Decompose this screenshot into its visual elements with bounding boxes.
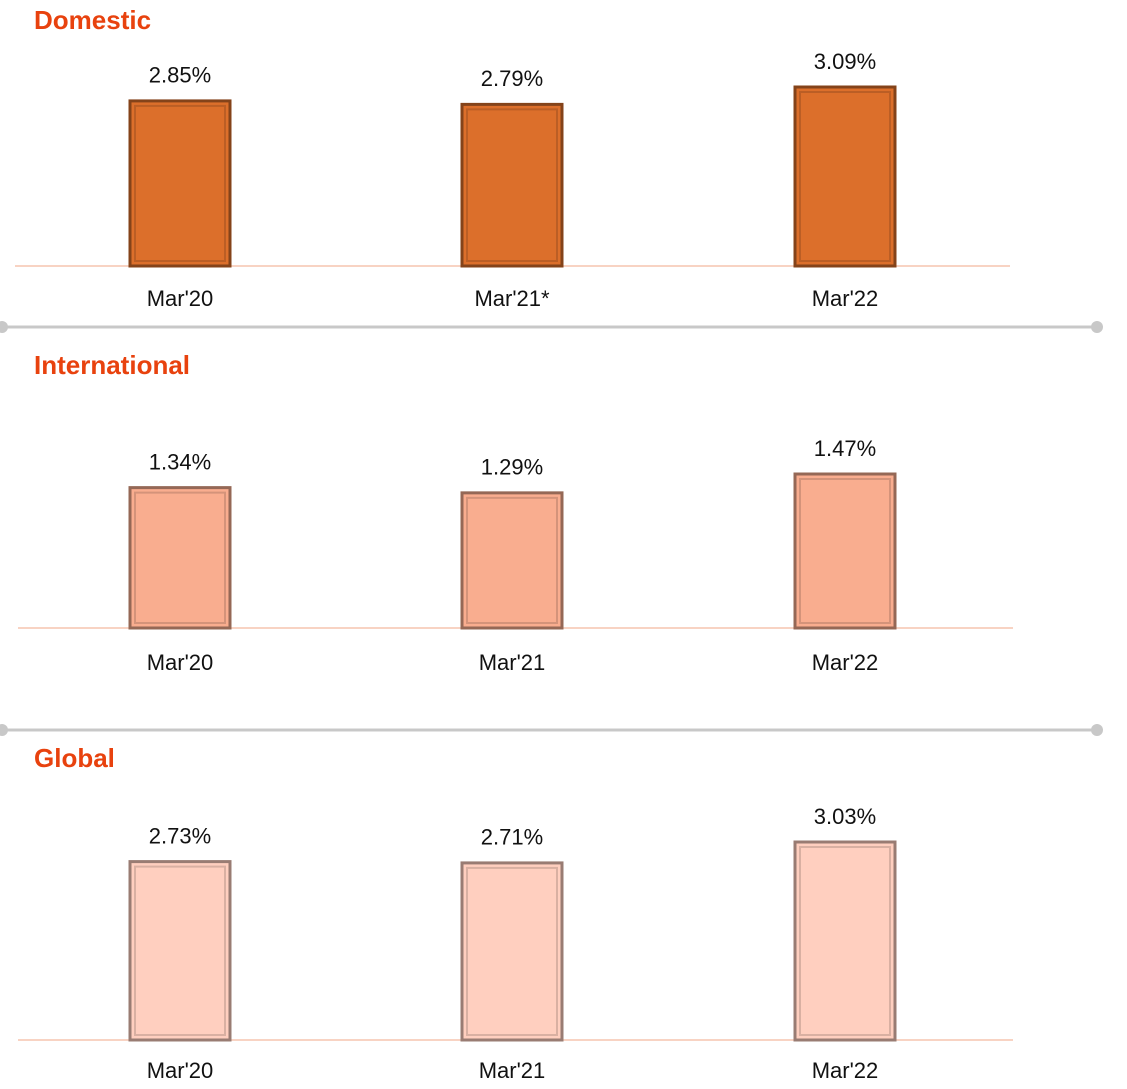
chart-title: Global: [34, 743, 115, 773]
bar: [460, 861, 564, 1042]
bar-bevel: [466, 108, 558, 262]
x-tick-label: Mar'22: [812, 1058, 879, 1083]
value-label: 3.09%: [814, 49, 876, 74]
x-tick-label: Mar'20: [147, 650, 214, 675]
value-label: 2.85%: [149, 63, 211, 88]
bar: [128, 486, 232, 630]
bar-bevel: [799, 478, 891, 624]
bar-bevel: [134, 865, 226, 1036]
bar-bevel: [134, 104, 226, 263]
bar-bevel: [466, 496, 558, 625]
bar: [128, 860, 232, 1042]
bar-bevel: [466, 866, 558, 1036]
bar-bevel: [134, 491, 226, 624]
value-label: 2.79%: [481, 66, 543, 91]
value-label: 2.73%: [149, 823, 211, 848]
bar: [460, 102, 564, 268]
bar: [460, 491, 564, 630]
x-tick-label: Mar'21: [479, 650, 546, 675]
separator: [0, 321, 1103, 333]
value-label: 2.71%: [481, 825, 543, 850]
chart-title: International: [34, 350, 190, 380]
bar: [128, 99, 232, 268]
bar: [793, 85, 897, 268]
x-tick-label: Mar'22: [812, 650, 879, 675]
x-tick-label: Mar'21: [479, 1058, 546, 1083]
separator: [0, 724, 1103, 736]
x-tick-label: Mar'20: [147, 1058, 214, 1083]
bar-bevel: [799, 846, 891, 1036]
bar: [793, 472, 897, 630]
bar-bevel: [799, 91, 891, 262]
value-label: 1.29%: [481, 455, 543, 480]
value-label: 1.34%: [149, 449, 211, 474]
x-tick-label: Mar'22: [812, 286, 879, 311]
x-tick-label: Mar'20: [147, 286, 214, 311]
value-label: 1.47%: [814, 436, 876, 461]
x-tick-label: Mar'21*: [474, 286, 550, 311]
value-label: 3.03%: [814, 804, 876, 829]
chart-title: Domestic: [34, 5, 151, 35]
bar: [793, 840, 897, 1042]
